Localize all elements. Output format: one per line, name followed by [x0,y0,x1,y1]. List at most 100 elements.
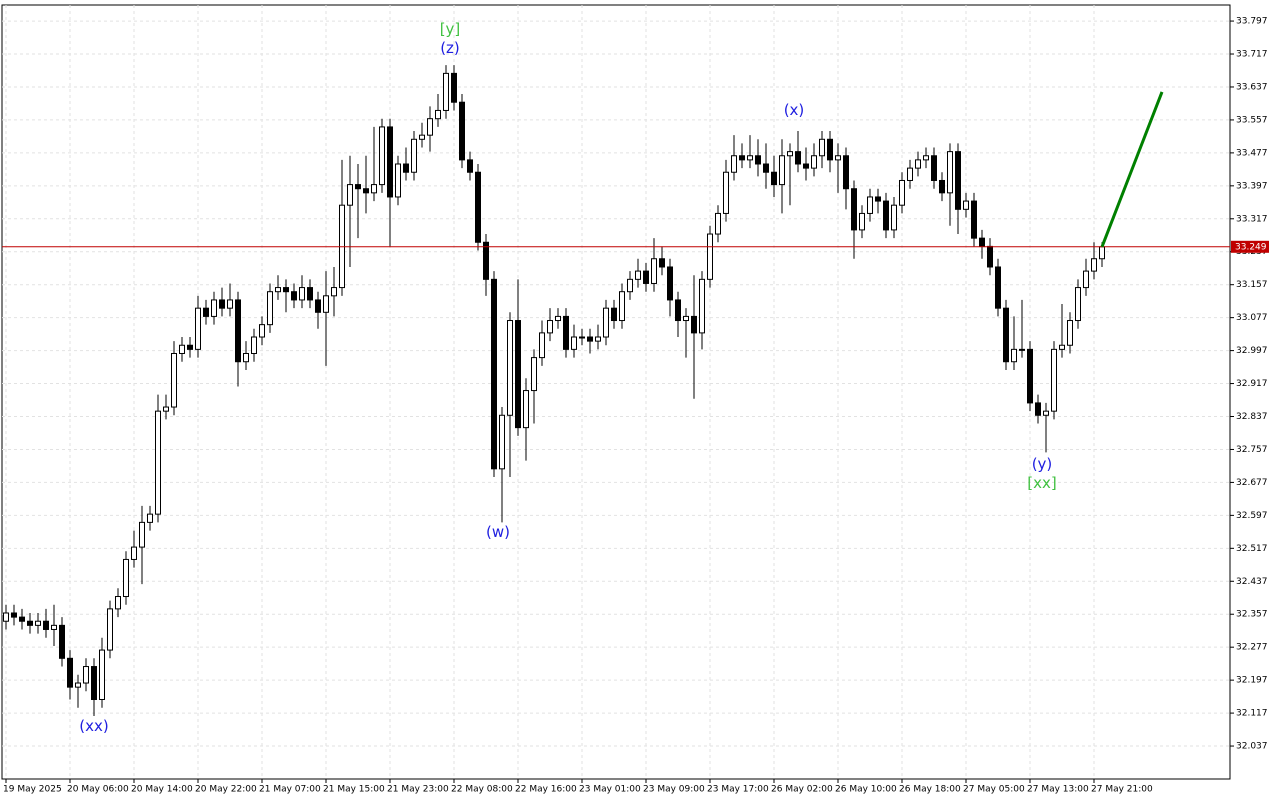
candle-body [659,258,665,268]
candle-body [107,608,113,651]
candle-body [867,196,873,214]
candle-body [835,155,841,161]
candle-body [563,315,569,350]
candle-body [331,287,337,297]
candle-body [675,299,681,322]
candle-body [515,320,521,429]
candle-body [227,299,233,309]
candle-body [819,138,825,157]
candle-body [931,155,937,181]
candle-body [323,295,329,313]
x-tick-label: 20 May 14:00 [131,785,193,795]
candle-body [291,291,297,301]
candle-body [259,324,265,338]
candle-body [1099,246,1105,260]
candle-body [235,299,241,363]
candle-body [979,237,985,247]
candle-body [451,72,457,103]
candle-body [507,320,513,416]
wave-label: (z) [440,39,460,57]
candle-body [811,155,817,169]
x-tick-label: 21 May 07:00 [259,785,321,795]
wave-label: (w) [486,523,510,541]
y-tick-label: 33.557 [1236,115,1268,125]
candle-body [371,184,377,194]
candle-body [747,155,753,161]
candle-body [603,307,609,338]
candle-body [619,291,625,322]
candle-body [395,163,401,198]
candle-body [699,278,705,334]
candle-body [219,299,225,309]
x-tick-label: 22 May 16:00 [515,785,577,795]
candle-body [131,546,137,560]
candle-body [123,558,129,598]
candle-body [1083,270,1089,289]
candle-body [139,521,145,548]
candle-body [707,233,713,280]
candle-body [651,258,657,284]
candle-body [243,352,249,363]
candle-body [1011,348,1017,363]
candle-body [91,666,97,700]
candle-body [955,151,961,210]
candle-body [67,657,73,688]
x-tick-label: 23 May 09:00 [643,785,705,795]
y-tick-label: 32.357 [1236,610,1268,620]
x-tick-label: 27 May 05:00 [963,785,1025,795]
candle-body [203,307,209,317]
y-tick-label: 33.157 [1236,280,1268,290]
candle-body [779,155,785,186]
candle-body [1067,320,1073,346]
y-tick-label: 33.077 [1236,313,1268,323]
candle-body [171,352,177,408]
candle-body [595,336,601,342]
candle-body [419,134,425,140]
candle-body [355,184,361,190]
x-tick-label: 23 May 17:00 [707,785,769,795]
candle-body [19,616,25,622]
candle-body [627,278,633,293]
candle-body [59,624,65,659]
candle-body [787,151,793,157]
candle-body [459,101,465,161]
candle-body [1091,258,1097,272]
candle-body [915,159,921,169]
x-tick-label: 22 May 08:00 [451,785,513,795]
price-tag-label: 33.249 [1235,242,1267,252]
candle-body [1035,402,1041,416]
candle-body [523,390,529,429]
y-tick-label: 33.797 [1236,17,1268,27]
x-tick-label: 26 May 10:00 [835,785,897,795]
candle-body [1075,287,1081,322]
candle-body [491,278,497,470]
candle-body [307,287,313,301]
candle-body [187,344,193,350]
candle-body [715,212,721,235]
candle-body [435,109,441,120]
candle-body [267,291,273,326]
candle-body [611,307,617,322]
candle-body [427,118,433,136]
y-tick-label: 32.677 [1236,478,1268,488]
candle-body [179,344,185,354]
y-tick-label: 33.477 [1236,148,1268,158]
candle-body [1003,307,1009,363]
candle-body [275,287,281,293]
y-tick-label: 32.997 [1236,346,1268,356]
candle-body [947,151,953,194]
candle-body [859,212,865,231]
x-tick-label: 26 May 02:00 [771,785,833,795]
candle-body [963,200,969,210]
candle-body [571,336,577,350]
candle-body [939,179,945,194]
candle-body [843,155,849,190]
candle-body [283,287,289,293]
y-tick-label: 32.597 [1236,511,1268,521]
candle-body [851,188,857,231]
candle-body [579,336,585,339]
candle-body [739,155,745,161]
candle-body [11,612,17,618]
candle-body [475,171,481,243]
